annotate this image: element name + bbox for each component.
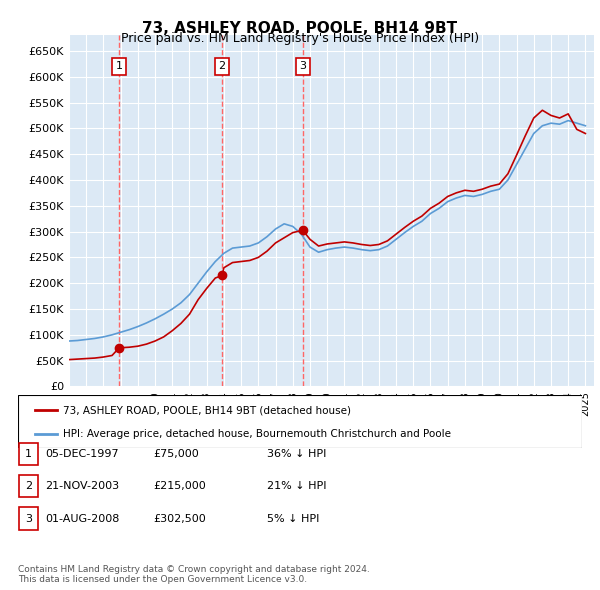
- Text: Price paid vs. HM Land Registry's House Price Index (HPI): Price paid vs. HM Land Registry's House …: [121, 32, 479, 45]
- Text: 36% ↓ HPI: 36% ↓ HPI: [267, 449, 326, 458]
- Text: £75,000: £75,000: [153, 449, 199, 458]
- Text: 1: 1: [25, 449, 32, 458]
- Text: £302,500: £302,500: [153, 514, 206, 523]
- Text: 21-NOV-2003: 21-NOV-2003: [45, 481, 119, 491]
- Text: 5% ↓ HPI: 5% ↓ HPI: [267, 514, 319, 523]
- FancyBboxPatch shape: [19, 475, 38, 497]
- Text: 01-AUG-2008: 01-AUG-2008: [45, 514, 119, 523]
- Text: 73, ASHLEY ROAD, POOLE, BH14 9BT: 73, ASHLEY ROAD, POOLE, BH14 9BT: [142, 21, 458, 35]
- Text: 2: 2: [218, 61, 226, 71]
- Text: HPI: Average price, detached house, Bournemouth Christchurch and Poole: HPI: Average price, detached house, Bour…: [63, 428, 451, 438]
- Text: 3: 3: [25, 514, 32, 523]
- Text: £215,000: £215,000: [153, 481, 206, 491]
- Text: 73, ASHLEY ROAD, POOLE, BH14 9BT (detached house): 73, ASHLEY ROAD, POOLE, BH14 9BT (detach…: [63, 405, 351, 415]
- Text: Contains HM Land Registry data © Crown copyright and database right 2024.
This d: Contains HM Land Registry data © Crown c…: [18, 565, 370, 584]
- Text: 3: 3: [299, 61, 306, 71]
- Text: 21% ↓ HPI: 21% ↓ HPI: [267, 481, 326, 491]
- FancyBboxPatch shape: [18, 395, 582, 448]
- FancyBboxPatch shape: [19, 507, 38, 530]
- Text: 1: 1: [116, 61, 123, 71]
- FancyBboxPatch shape: [19, 442, 38, 465]
- Text: 05-DEC-1997: 05-DEC-1997: [45, 449, 119, 458]
- Text: 2: 2: [25, 481, 32, 491]
